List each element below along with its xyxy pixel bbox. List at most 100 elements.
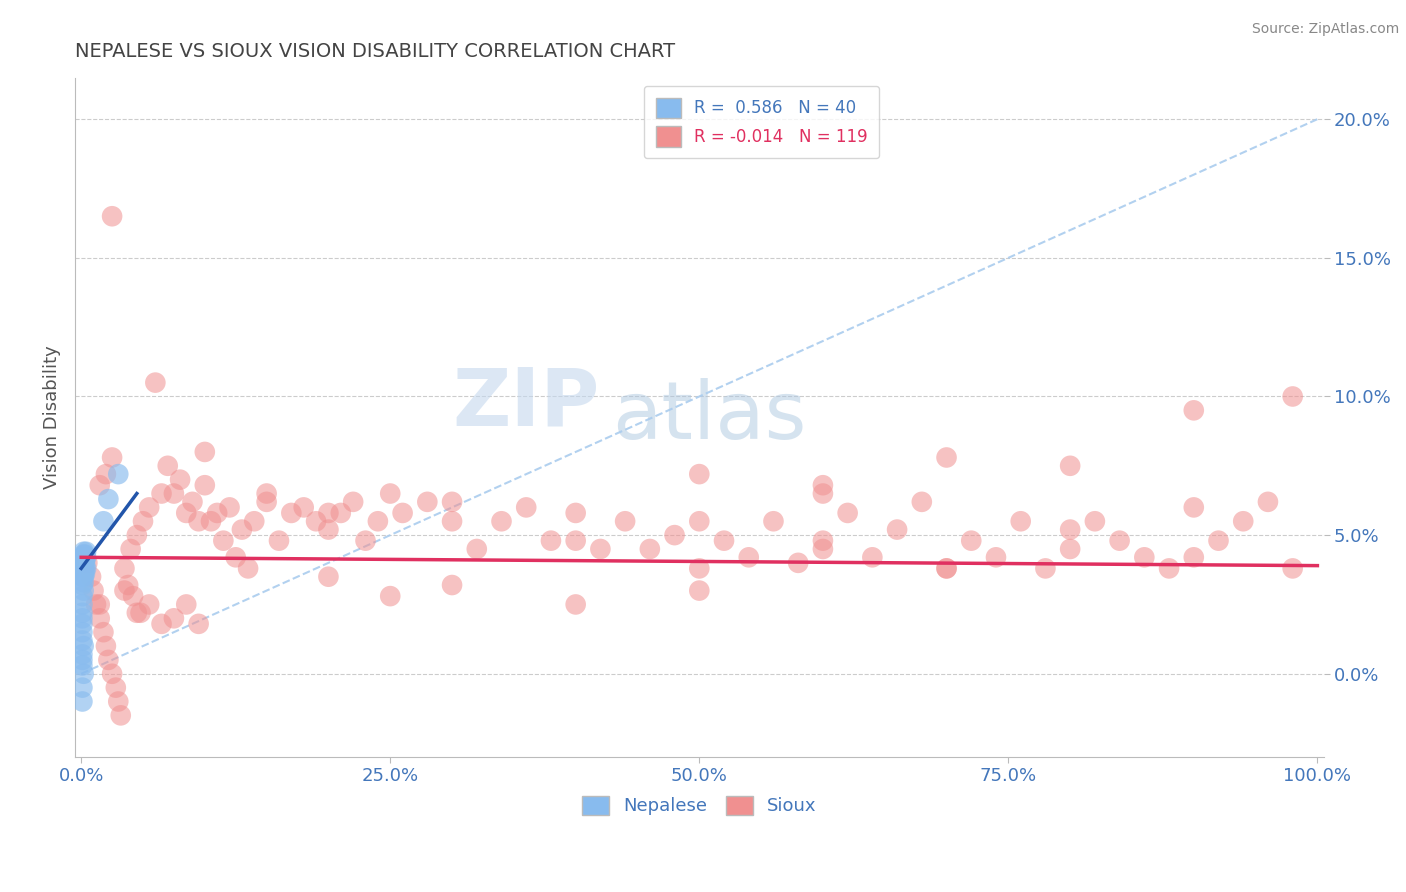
Point (120, 541, 142, 556)
Point (150, 486, 173, 500)
Point (163, 611, 186, 625)
Point (1010, 514, 1032, 528)
Point (174, 598, 197, 612)
Point (104, 681, 127, 695)
Point (564, 598, 586, 612)
Point (811, 541, 834, 556)
Point (256, 486, 278, 500)
Point (94, 639, 117, 653)
Point (73, 570, 96, 584)
Point (72, 648, 94, 662)
Point (1232, 514, 1254, 528)
Point (94, 467, 117, 482)
Point (194, 478, 217, 492)
Point (688, 467, 710, 482)
Point (491, 514, 513, 528)
Text: Source: ZipAtlas.com: Source: ZipAtlas.com (1251, 22, 1399, 37)
Point (200, 514, 222, 528)
Point (73, 558, 96, 573)
Point (465, 541, 488, 556)
Point (441, 578, 464, 592)
Point (75, 550, 97, 565)
Point (318, 506, 340, 520)
Point (72, 616, 94, 631)
Point (107, 467, 129, 482)
Point (1208, 533, 1230, 548)
Point (267, 533, 290, 548)
Point (318, 523, 340, 537)
Point (811, 533, 834, 548)
Point (218, 500, 240, 515)
Point (911, 495, 934, 509)
Point (380, 589, 402, 603)
Point (688, 514, 710, 528)
Point (367, 514, 389, 528)
Point (380, 486, 402, 500)
Point (72, 561, 94, 575)
Point (72, 694, 94, 708)
Point (138, 500, 160, 515)
Point (441, 495, 464, 509)
Point (342, 495, 364, 509)
Point (73, 556, 96, 570)
Point (129, 606, 152, 620)
Point (243, 514, 266, 528)
Point (515, 500, 537, 515)
Point (125, 528, 148, 542)
Point (194, 445, 217, 459)
Point (73, 666, 96, 681)
Point (688, 561, 710, 575)
Y-axis label: Vision Disability: Vision Disability (44, 345, 60, 489)
Point (935, 561, 957, 575)
Point (231, 523, 253, 537)
Point (89, 478, 111, 492)
Point (564, 533, 586, 548)
Point (860, 550, 883, 565)
Point (960, 533, 983, 548)
Point (73, 548, 96, 562)
Point (76, 556, 98, 570)
Point (75, 561, 97, 575)
Point (935, 561, 957, 575)
Point (688, 583, 710, 598)
Point (738, 550, 761, 565)
Point (391, 506, 413, 520)
Point (72, 550, 94, 565)
Point (73, 566, 96, 581)
Point (811, 478, 834, 492)
Point (93, 625, 115, 640)
Point (1157, 561, 1180, 575)
Point (73, 583, 96, 598)
Point (97, 653, 120, 667)
Text: ZIP: ZIP (453, 365, 599, 442)
Point (256, 495, 278, 509)
Point (73, 553, 96, 567)
Point (101, 209, 124, 223)
Point (205, 506, 228, 520)
Point (73, 566, 96, 581)
Point (132, 514, 155, 528)
Point (73, 556, 96, 570)
Point (110, 708, 132, 723)
Point (329, 506, 352, 520)
Point (540, 533, 562, 548)
Point (1035, 561, 1057, 575)
Point (1084, 514, 1107, 528)
Point (614, 514, 637, 528)
Point (72, 658, 94, 673)
Point (886, 523, 908, 537)
Point (811, 486, 834, 500)
Legend: Nepalese, Sioux: Nepalese, Sioux (575, 789, 824, 822)
Point (1281, 389, 1303, 403)
Point (114, 583, 136, 598)
Point (212, 533, 235, 548)
Point (72, 570, 94, 584)
Point (181, 495, 204, 509)
Point (73, 564, 96, 578)
Text: atlas: atlas (612, 378, 806, 457)
Point (1257, 495, 1279, 509)
Text: NEPALESE VS SIOUX VISION DISABILITY CORRELATION CHART: NEPALESE VS SIOUX VISION DISABILITY CORR… (75, 42, 675, 61)
Point (1133, 550, 1156, 565)
Point (72, 625, 94, 640)
Point (83, 583, 105, 598)
